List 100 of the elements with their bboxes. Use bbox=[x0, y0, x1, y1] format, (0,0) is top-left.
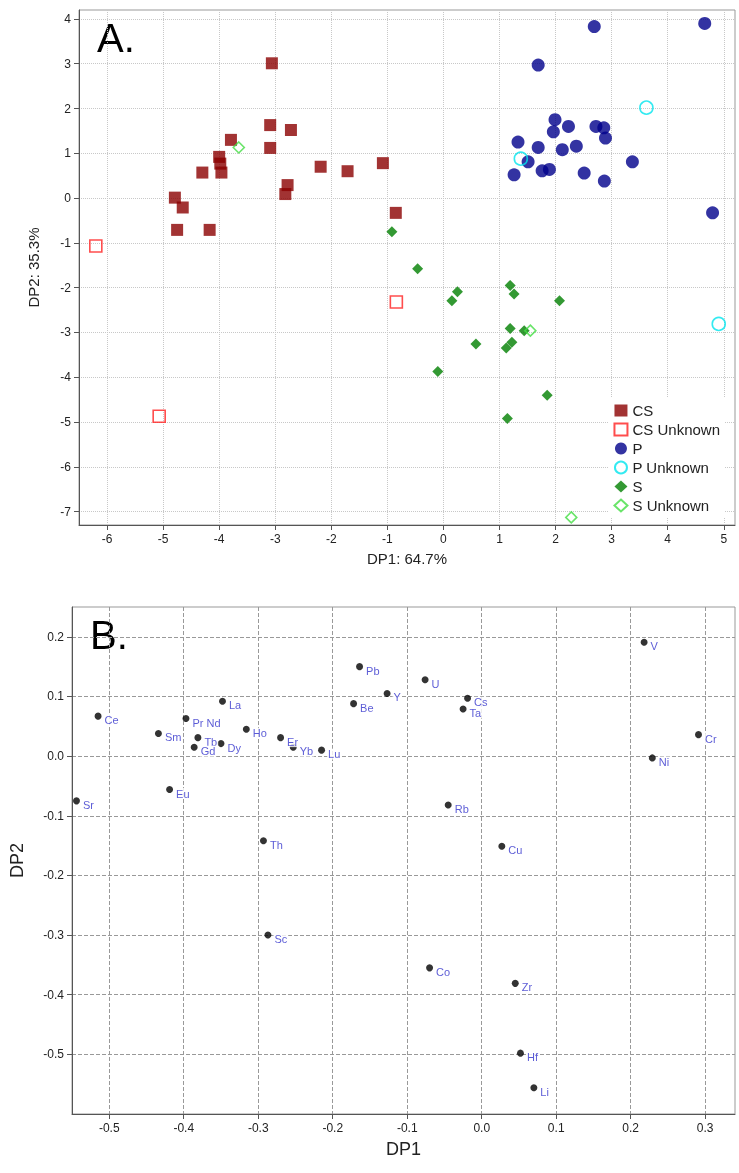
point bbox=[597, 174, 611, 188]
point bbox=[711, 316, 727, 332]
point bbox=[376, 157, 389, 170]
data-label: Zr bbox=[521, 981, 533, 994]
x-tick-label: -2 bbox=[325, 532, 337, 546]
point bbox=[554, 295, 566, 307]
data-label: Yb bbox=[299, 745, 314, 758]
point bbox=[546, 125, 560, 139]
point bbox=[504, 279, 516, 291]
point bbox=[531, 58, 545, 72]
x-tick-label: 0 bbox=[440, 532, 448, 546]
x-tick-label: 2 bbox=[552, 532, 560, 546]
x-tick-label: -0.5 bbox=[98, 1121, 120, 1135]
point bbox=[542, 162, 556, 176]
point bbox=[341, 165, 354, 178]
point bbox=[224, 133, 237, 146]
point bbox=[470, 338, 482, 350]
data-label: Co bbox=[436, 965, 451, 978]
point bbox=[706, 206, 720, 220]
x-tick-label: 4 bbox=[664, 532, 672, 546]
y-tick-label: -0.3 bbox=[43, 928, 65, 943]
y-axis-title: DP2: 35.3% bbox=[25, 227, 42, 308]
y-tick-label: 0 bbox=[64, 191, 72, 206]
point bbox=[597, 121, 611, 135]
point bbox=[577, 166, 591, 180]
annotation: B. bbox=[90, 613, 128, 657]
point bbox=[279, 188, 292, 201]
y-tick-label: -6 bbox=[60, 459, 72, 474]
point bbox=[446, 295, 458, 307]
point bbox=[215, 166, 228, 179]
point bbox=[511, 135, 525, 149]
point bbox=[218, 697, 226, 705]
data-label: Dy bbox=[227, 741, 242, 754]
data-label: Pb bbox=[366, 664, 380, 677]
x-tick-label: 0.1 bbox=[547, 1121, 565, 1135]
x-tick-label: -0.2 bbox=[322, 1121, 344, 1135]
point bbox=[548, 113, 562, 127]
point bbox=[561, 119, 575, 133]
y-tick-label: -4 bbox=[60, 370, 72, 385]
point bbox=[569, 139, 583, 153]
point bbox=[412, 263, 424, 275]
data-label: Eu bbox=[176, 787, 190, 800]
data-label: Ho bbox=[252, 727, 267, 740]
x-tick-label: -0.4 bbox=[173, 1121, 195, 1135]
annotation: A. bbox=[97, 16, 135, 60]
data-label: Y bbox=[393, 691, 402, 704]
point bbox=[176, 201, 189, 214]
data-label: Cs bbox=[474, 696, 489, 709]
data-label: Cu bbox=[508, 844, 523, 857]
y-tick-label: -1 bbox=[60, 235, 72, 250]
x-axis-title: DP1: 64.7% bbox=[366, 550, 448, 567]
x-tick-label: 0.2 bbox=[622, 1121, 640, 1135]
y-tick-label: 2 bbox=[64, 101, 72, 116]
x-tick-label: -5 bbox=[157, 532, 169, 546]
point bbox=[217, 740, 225, 748]
point bbox=[513, 151, 529, 166]
point bbox=[531, 140, 545, 154]
data-label: Ni bbox=[658, 755, 670, 768]
y-tick-label: 0.1 bbox=[47, 689, 65, 704]
point bbox=[383, 689, 391, 697]
point bbox=[194, 734, 202, 742]
point bbox=[203, 223, 216, 236]
point bbox=[541, 389, 553, 401]
point bbox=[168, 191, 181, 204]
point bbox=[94, 712, 102, 720]
x-tick-label: -6 bbox=[101, 532, 113, 546]
data-label: Li bbox=[540, 1085, 549, 1098]
point bbox=[524, 324, 537, 337]
x-tick-label: 5 bbox=[720, 532, 728, 546]
point bbox=[242, 725, 250, 733]
point bbox=[511, 979, 519, 987]
legend-label: S bbox=[632, 478, 643, 495]
legend-label: P bbox=[632, 440, 643, 457]
point bbox=[555, 143, 569, 157]
point bbox=[356, 663, 364, 671]
point bbox=[501, 412, 513, 424]
x-tick-label: 3 bbox=[608, 532, 616, 546]
point bbox=[587, 20, 601, 34]
legend-label: S Unknown bbox=[632, 497, 710, 514]
point bbox=[264, 141, 277, 154]
point bbox=[648, 754, 656, 762]
point bbox=[564, 511, 578, 524]
data-label: Pr Nd bbox=[192, 716, 221, 729]
data-label: Th bbox=[269, 838, 283, 851]
legend-label: CS Unknown bbox=[632, 421, 721, 438]
data-label: Ce bbox=[104, 714, 119, 727]
point bbox=[695, 731, 702, 739]
data-label: U bbox=[431, 677, 440, 690]
point bbox=[277, 734, 285, 742]
point bbox=[350, 700, 358, 708]
data-label: Tb bbox=[204, 735, 218, 748]
point bbox=[318, 746, 326, 754]
x-tick-label: -4 bbox=[213, 532, 225, 546]
point bbox=[421, 676, 429, 684]
point bbox=[284, 124, 297, 137]
point bbox=[451, 286, 463, 298]
point bbox=[264, 119, 277, 132]
point bbox=[314, 160, 327, 173]
point bbox=[504, 322, 516, 334]
y-tick-label: 0.0 bbox=[47, 749, 65, 764]
